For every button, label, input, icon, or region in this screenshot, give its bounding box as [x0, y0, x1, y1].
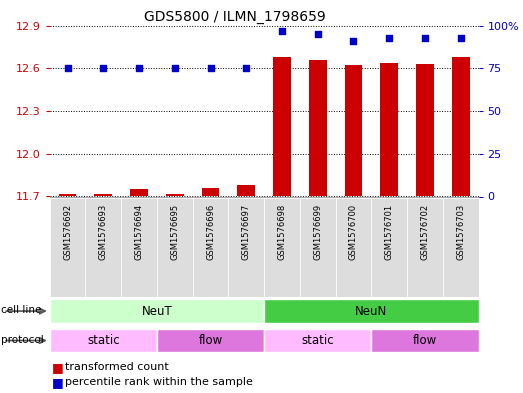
- Bar: [237, 185, 255, 196]
- Bar: [264, 198, 300, 297]
- Text: static: static: [301, 334, 334, 347]
- Point: [313, 31, 322, 37]
- Point: [206, 65, 214, 72]
- Bar: [264, 299, 479, 323]
- Text: ■: ■: [52, 361, 64, 374]
- Text: cell line: cell line: [1, 305, 41, 316]
- Text: GSM1576693: GSM1576693: [99, 204, 108, 260]
- Point: [349, 38, 358, 44]
- Text: GSM1576698: GSM1576698: [278, 204, 287, 260]
- Text: flow: flow: [413, 334, 437, 347]
- Bar: [371, 329, 479, 353]
- Text: NeuN: NeuN: [355, 305, 388, 318]
- Bar: [201, 188, 220, 196]
- Text: flow: flow: [198, 334, 223, 347]
- Point: [385, 34, 393, 40]
- Bar: [407, 198, 443, 297]
- Text: GSM1576697: GSM1576697: [242, 204, 251, 260]
- Text: GSM1576692: GSM1576692: [63, 204, 72, 259]
- Text: GSM1576702: GSM1576702: [420, 204, 429, 259]
- Bar: [416, 64, 434, 196]
- Bar: [121, 198, 157, 297]
- Text: GSM1576703: GSM1576703: [456, 204, 465, 260]
- Text: protocol: protocol: [1, 335, 44, 345]
- Text: GSM1576701: GSM1576701: [385, 204, 394, 259]
- Text: GDS5800 / ILMN_1798659: GDS5800 / ILMN_1798659: [144, 10, 326, 24]
- Text: GSM1576696: GSM1576696: [206, 204, 215, 260]
- Point: [170, 65, 179, 72]
- Text: GSM1576694: GSM1576694: [134, 204, 143, 259]
- Bar: [157, 198, 192, 297]
- Bar: [371, 198, 407, 297]
- Bar: [157, 329, 264, 353]
- Bar: [50, 329, 157, 353]
- Bar: [380, 62, 398, 196]
- Bar: [452, 57, 470, 196]
- Bar: [300, 198, 336, 297]
- Bar: [85, 198, 121, 297]
- Text: ■: ■: [52, 376, 64, 389]
- Point: [99, 65, 108, 72]
- Bar: [50, 299, 264, 323]
- Point: [135, 65, 143, 72]
- Bar: [345, 65, 362, 196]
- Bar: [166, 194, 184, 196]
- Bar: [443, 198, 479, 297]
- Point: [457, 34, 465, 40]
- Bar: [229, 198, 264, 297]
- Bar: [59, 194, 76, 196]
- Text: GSM1576699: GSM1576699: [313, 204, 322, 259]
- Text: GSM1576695: GSM1576695: [170, 204, 179, 259]
- Bar: [192, 198, 229, 297]
- Bar: [336, 198, 371, 297]
- Text: GSM1576700: GSM1576700: [349, 204, 358, 259]
- Bar: [130, 189, 148, 196]
- Bar: [50, 198, 85, 297]
- Bar: [94, 194, 112, 196]
- Text: static: static: [87, 334, 120, 347]
- Point: [63, 65, 72, 72]
- Point: [420, 34, 429, 40]
- Point: [278, 28, 286, 34]
- Text: percentile rank within the sample: percentile rank within the sample: [65, 377, 253, 387]
- Point: [242, 65, 251, 72]
- Bar: [264, 329, 371, 353]
- Bar: [273, 57, 291, 196]
- Text: NeuT: NeuT: [142, 305, 172, 318]
- Text: transformed count: transformed count: [65, 362, 169, 373]
- Bar: [309, 60, 327, 196]
